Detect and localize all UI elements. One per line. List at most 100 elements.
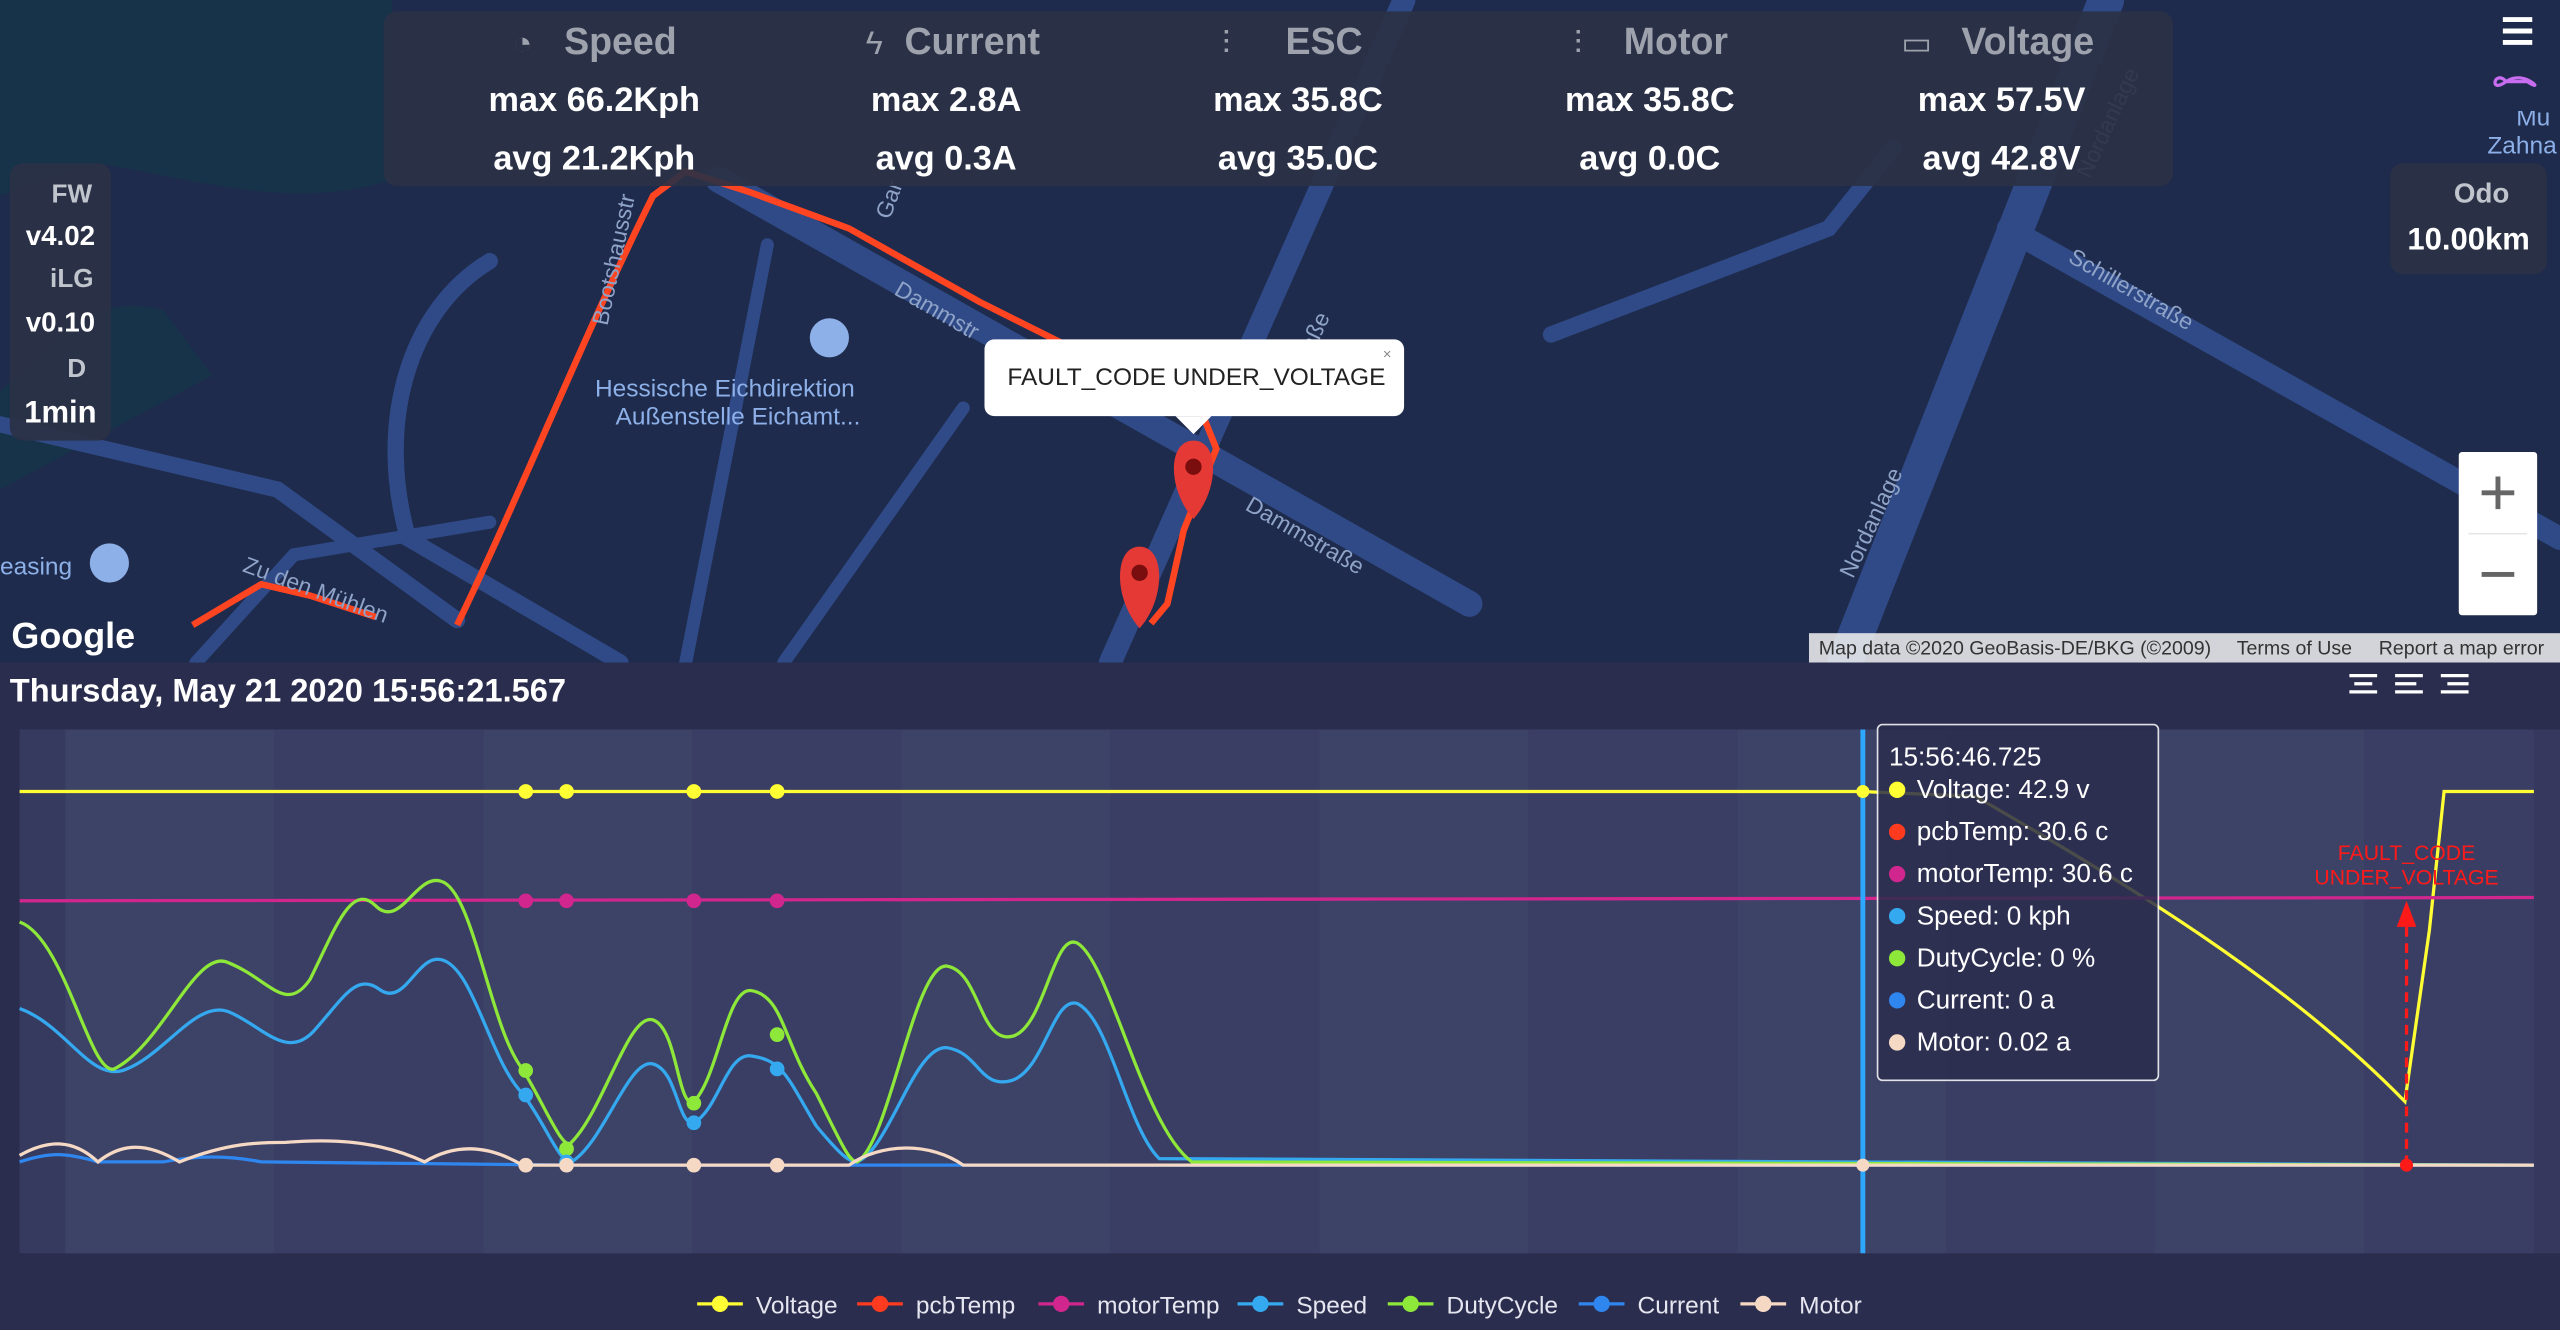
tooltip-time: 15:56:46.725 — [1889, 741, 2041, 771]
tooltip-swatch — [1888, 950, 1906, 967]
legend-swatch[interactable] — [1593, 1295, 1610, 1313]
stat-icon: ⫶ — [1222, 24, 1230, 61]
point — [686, 1115, 702, 1131]
stat-icon: ϟ — [866, 24, 883, 61]
popup-text: FAULT_CODE UNDER_VOLTAGE — [1007, 364, 1385, 391]
point — [518, 893, 534, 909]
tooltip-item: Current: 0 a — [1917, 985, 2055, 1015]
motor-line — [18, 1139, 2534, 1167]
tooltip-item: Motor: 0.02 a — [1917, 1027, 2071, 1057]
tooltip-item: Speed: 0 kph — [1917, 900, 2071, 930]
terms-link[interactable]: Terms of Use — [2237, 637, 2352, 659]
odo-label: Odo — [2454, 177, 2509, 208]
legend-label[interactable]: motorTemp — [1097, 1293, 1219, 1320]
point — [686, 1157, 702, 1173]
cursor-point — [1856, 784, 1870, 798]
ilg-version: v0.10 — [26, 306, 95, 337]
legend-swatch[interactable] — [711, 1295, 729, 1313]
ilg-label: iLG — [50, 263, 94, 293]
d-value: 1min — [24, 395, 96, 430]
stripes — [65, 729, 2560, 1254]
stripe — [901, 729, 1111, 1254]
stripe — [692, 729, 902, 1254]
point — [559, 1157, 574, 1173]
info-panel: FW v4.02 iLG v0.10 D 1min — [9, 163, 112, 441]
point — [518, 1087, 534, 1103]
legend-label[interactable]: Voltage — [756, 1293, 838, 1320]
odo-value: 10.00km — [2407, 222, 2529, 257]
tooltip-item: pcbTemp: 30.6 c — [1917, 816, 2109, 846]
points — [518, 784, 785, 1173]
odo-panel: Odo 10.00km — [2390, 163, 2547, 275]
annotation: UNDER_VOLTAGE — [2314, 866, 2498, 889]
markers — [89, 318, 1214, 629]
legend-label[interactable]: pcbTemp — [916, 1293, 1015, 1320]
tooltip-item: motorTemp: 30.6 c — [1917, 858, 2133, 888]
poi-label: easing — [0, 553, 72, 580]
fault-arrowhead — [2396, 900, 2417, 927]
chart-panel: Thursday, May 21 2020 15:56:21.567 FAULT… — [0, 662, 2560, 1330]
stats-panel: Speed ◔ max 66.2Kph avg 21.2Kph Current ϟ max … — [383, 11, 2174, 187]
stat-avg: avg 0.3A — [876, 140, 1017, 178]
legend-swatch[interactable] — [1402, 1295, 1419, 1313]
annotation: FAULT_CODE — [2338, 842, 2476, 865]
stat-icon: ▭ — [1901, 24, 1932, 61]
timestamp: Thursday, May 21 2020 15:56:21.567 — [10, 672, 566, 709]
report-link[interactable]: Report a map error — [2379, 637, 2545, 659]
stripe — [2364, 729, 2560, 1254]
point — [769, 784, 785, 799]
align-buttons[interactable] — [2349, 673, 2469, 694]
tooltip: 15:56:46.725 Voltage: 42.9 v pcbTemp: 30.… — [1876, 723, 2160, 1082]
point — [559, 893, 574, 909]
legend: Voltage pcbTemp motorTemp Speed DutyCycle Cur… — [697, 1293, 1862, 1320]
route — [190, 167, 1220, 628]
legend-label[interactable]: Current — [1638, 1293, 1720, 1320]
stat-icon: ◔ — [513, 24, 533, 61]
stat-label: Motor — [1624, 20, 1729, 62]
attribution: Map data ©2020 GeoBasis-DE/BKG (©2009) — [1819, 637, 2211, 659]
point — [559, 1141, 574, 1157]
stat-label: Current — [904, 20, 1040, 62]
stat-label: ESC — [1285, 20, 1362, 62]
stat-max: max 57.5V — [1918, 81, 2086, 119]
stat-avg: avg 0.0C — [1579, 140, 1720, 178]
point — [686, 1095, 702, 1111]
legend-swatch[interactable] — [1755, 1295, 1772, 1313]
tooltip-swatch — [1888, 865, 1906, 883]
tooltip-item: DutyCycle: 0 % — [1917, 942, 2096, 972]
legend-swatch[interactable] — [1252, 1295, 1269, 1313]
stat-label: Voltage — [1961, 20, 2094, 62]
stripe — [2155, 729, 2365, 1254]
legend-label[interactable]: DutyCycle — [1447, 1293, 1559, 1320]
stripe — [65, 729, 275, 1254]
fw-label: FW — [52, 178, 93, 208]
stat-label: Speed — [564, 20, 677, 62]
point — [686, 784, 702, 799]
legend-label[interactable]: Speed — [1296, 1293, 1367, 1320]
legend-swatch[interactable] — [871, 1295, 889, 1313]
zoom-in[interactable] — [2481, 476, 2515, 510]
point — [518, 784, 534, 799]
poi-label: Außenstelle Eichamt... — [616, 403, 861, 430]
stat-avg: avg 35.0C — [1218, 140, 1378, 178]
tooltip-swatch — [1888, 907, 1906, 925]
google-logo: Google — [11, 615, 135, 656]
point — [769, 893, 785, 909]
fw-version: v4.02 — [26, 220, 95, 251]
zoom-control — [2458, 452, 2538, 616]
legend-swatch[interactable] — [1053, 1295, 1070, 1313]
stat-max: max 66.2Kph — [489, 81, 700, 119]
current-line — [19, 1152, 2534, 1167]
tooltip-item: Voltage: 42.9 v — [1917, 774, 2090, 804]
legend-label[interactable]: Motor — [1799, 1293, 1862, 1320]
popup-close[interactable]: × — [1383, 347, 1392, 363]
menu-button[interactable] — [2483, 0, 2560, 111]
fault-point — [2400, 1158, 2414, 1172]
popup: FAULT_CODE UNDER_VOLTAGE × — [984, 339, 1405, 435]
point — [769, 1157, 785, 1173]
stat-max: max 2.8A — [871, 81, 1022, 119]
point — [769, 1027, 785, 1042]
dutycycle-line — [18, 878, 2534, 1167]
poi-label: Hessische Eichdirektion — [595, 376, 855, 403]
